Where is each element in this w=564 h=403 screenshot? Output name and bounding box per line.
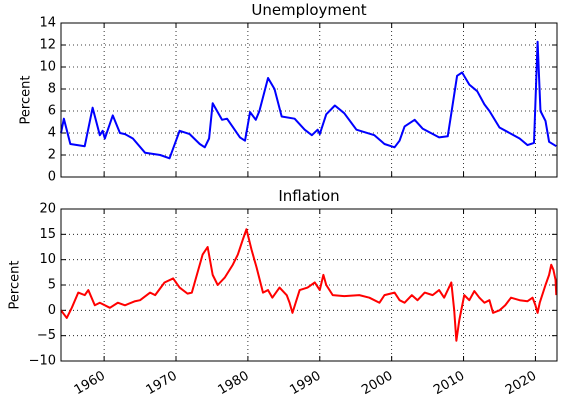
y-tick-label: 0 xyxy=(48,170,56,185)
y-tick-label: 12 xyxy=(39,38,56,53)
y-tick-label: −5 xyxy=(37,328,56,343)
x-tick-label: 2020 xyxy=(503,369,539,399)
x-tick-label: 1990 xyxy=(287,369,323,399)
y-axis-label: Percent xyxy=(19,76,34,125)
y-tick-label: 20 xyxy=(39,202,56,217)
y-tick-label: 8 xyxy=(48,82,56,97)
y-axis-label: Percent xyxy=(8,261,23,310)
axes-frame xyxy=(60,208,558,362)
data-line xyxy=(60,40,557,160)
x-tick-label: 2000 xyxy=(359,369,395,399)
y-tick-label: 6 xyxy=(48,104,56,119)
y-tick-label: 15 xyxy=(39,227,56,242)
axes-frame xyxy=(60,22,558,178)
y-tick-label: 4 xyxy=(48,126,56,141)
y-tick-label: 14 xyxy=(39,16,56,31)
chart-title: Unemployment xyxy=(251,1,366,19)
y-tick-label: 10 xyxy=(39,60,56,75)
x-tick-label: 2010 xyxy=(431,369,467,399)
data-line xyxy=(60,228,558,342)
x-tick-label: 1970 xyxy=(144,369,180,399)
x-tick-label: 1980 xyxy=(215,369,251,399)
chart-title: Inflation xyxy=(278,187,339,205)
y-tick-label: 0 xyxy=(48,303,56,318)
y-tick-label: −10 xyxy=(29,354,56,369)
y-tick-label: 2 xyxy=(48,148,56,163)
x-tick-label: 1960 xyxy=(72,369,108,399)
y-tick-label: 10 xyxy=(39,252,56,267)
y-tick-label: 5 xyxy=(48,278,56,293)
